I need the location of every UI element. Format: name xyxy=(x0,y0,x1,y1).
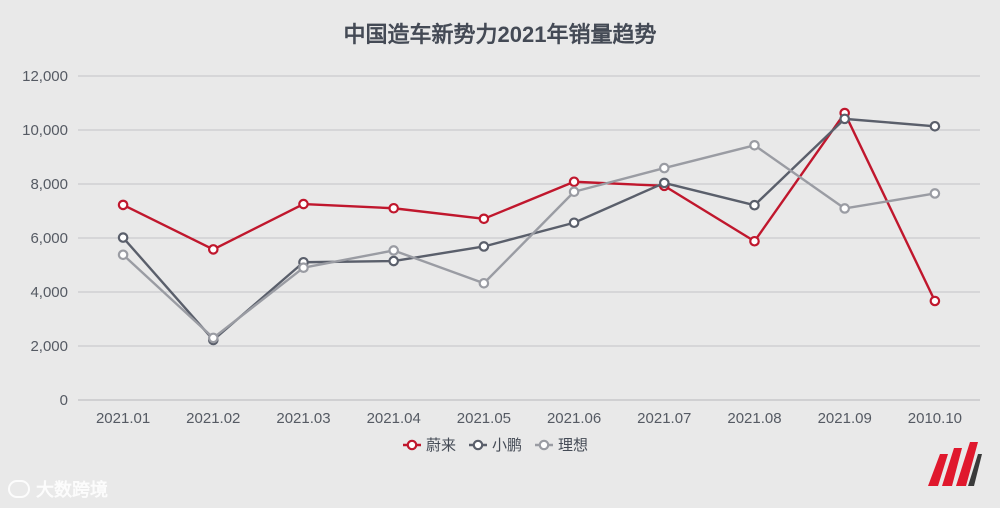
legend-item: 小鹏 xyxy=(469,437,522,454)
legend-marker xyxy=(538,439,550,451)
chart-title: 中国造车新势力2021年销量趋势 xyxy=(344,22,657,47)
y-tick-label: 2,000 xyxy=(30,338,68,355)
data-point xyxy=(658,162,670,174)
data-point xyxy=(298,262,309,273)
series-line xyxy=(122,117,935,342)
y-tick-label: 10,000 xyxy=(22,122,68,139)
legend-label: 蔚来 xyxy=(426,437,456,454)
data-point xyxy=(117,199,129,211)
series-line xyxy=(122,144,936,340)
series xyxy=(117,113,941,346)
legend-item: 理想 xyxy=(535,437,588,454)
series xyxy=(117,140,941,344)
data-point xyxy=(929,120,941,132)
data-point xyxy=(839,113,850,125)
data-point xyxy=(298,198,309,210)
data-point xyxy=(478,241,490,252)
legend: 蔚来 小鹏 理想 xyxy=(403,437,588,454)
series-line xyxy=(122,111,936,302)
x-tick-label: 2021.04 xyxy=(367,410,421,427)
data-point xyxy=(749,140,760,151)
data-point xyxy=(749,235,760,247)
data-point xyxy=(388,202,399,214)
x-tick-label: 2021.05 xyxy=(457,410,511,427)
data-point xyxy=(478,213,490,225)
data-point xyxy=(839,203,850,214)
y-tick-label: 12,000 xyxy=(22,68,68,85)
x-tick-label: 2021.09 xyxy=(818,410,872,427)
x-tick-label: 2021.08 xyxy=(727,410,781,427)
data-point xyxy=(208,244,219,255)
watermark-text: 大数跨境 xyxy=(36,480,108,500)
data-point xyxy=(568,217,580,229)
data-point xyxy=(117,232,129,243)
data-point xyxy=(388,255,399,267)
legend-item: 蔚来 xyxy=(403,437,456,454)
series-group xyxy=(117,107,941,346)
data-point xyxy=(388,245,399,256)
legend-marker xyxy=(472,439,484,451)
brand-m-logo-icon xyxy=(928,442,982,486)
data-point xyxy=(568,186,580,198)
data-point xyxy=(478,277,490,289)
legend-marker xyxy=(406,439,418,451)
data-point xyxy=(929,188,941,199)
grid xyxy=(78,75,980,401)
y-tick-label: 4,000 xyxy=(30,284,68,301)
y-tick-label: 6,000 xyxy=(30,230,68,247)
data-point xyxy=(117,249,129,261)
data-point xyxy=(208,332,219,344)
x-tick-label: 2021.02 xyxy=(186,410,240,427)
legend-label: 小鹏 xyxy=(492,437,522,454)
wechat-channel-icon xyxy=(8,480,30,498)
x-tick-label: 2021.01 xyxy=(96,410,150,427)
x-tick-label: 2021.06 xyxy=(547,410,601,427)
watermark: 大数跨境 xyxy=(8,476,108,502)
x-axis: 2021.01 2021.02 2021.03 2021.04 2021.05 2021.… xyxy=(96,410,962,427)
x-tick-label: 2010.10 xyxy=(908,410,962,427)
data-point xyxy=(568,176,580,188)
data-point xyxy=(929,295,941,307)
y-axis: 0 2,000 4,000 6,000 8,000 10,000 12,000 xyxy=(22,68,68,409)
y-tick-label: 8,000 xyxy=(30,176,68,193)
x-tick-label: 2021.07 xyxy=(637,410,691,427)
legend-label: 理想 xyxy=(558,437,588,454)
series xyxy=(117,107,941,307)
x-tick-label: 2021.03 xyxy=(276,410,330,427)
y-tick-label: 0 xyxy=(60,392,68,409)
data-point xyxy=(658,177,670,189)
data-point xyxy=(749,199,760,211)
